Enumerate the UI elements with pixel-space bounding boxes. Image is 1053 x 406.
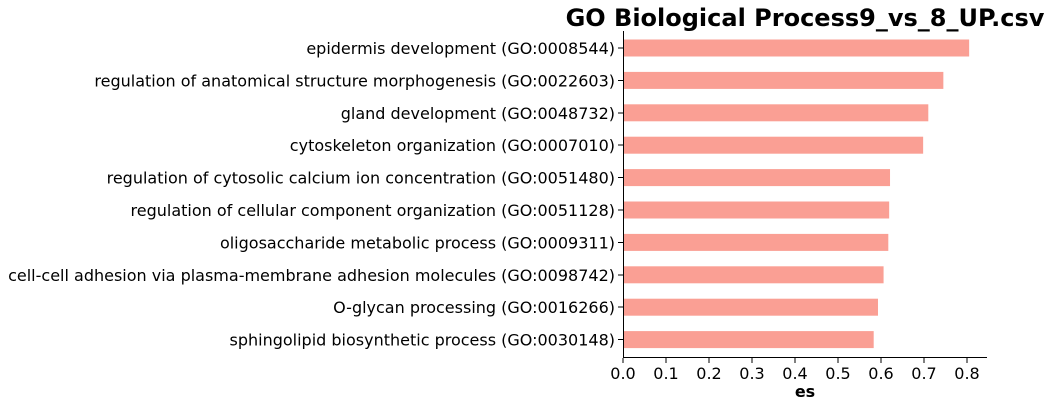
chart-title: GO Biological Process9_vs_8_UP.csv — [566, 4, 1045, 32]
bar-4 — [624, 169, 891, 187]
bar-3 — [624, 136, 924, 154]
category-label-6: oligosaccharide metabolic process (GO:00… — [220, 233, 615, 252]
category-label-0: epidermis development (GO:0008544) — [306, 39, 615, 58]
x-tick-label-8: 0.8 — [954, 364, 979, 383]
category-labels-group: epidermis development (GO:0008544) regula… — [8, 39, 623, 350]
category-label-7: cell-cell adhesion via plasma-membrane a… — [8, 266, 615, 285]
x-tick-label-3: 0.3 — [739, 364, 764, 383]
bar-7 — [624, 266, 884, 284]
bar-0 — [624, 39, 970, 57]
x-tick-label-0: 0.0 — [610, 364, 635, 383]
bar-6 — [624, 233, 889, 251]
category-label-2: gland development (GO:0048732) — [341, 104, 615, 123]
x-ticks-group: 0.0 0.1 0.2 0.3 0.4 0.5 0.6 0.7 0.8 — [610, 358, 980, 383]
category-label-9: sphingolipid biosynthetic process (GO:00… — [229, 331, 615, 350]
category-label-8: O-glycan processing (GO:0016266) — [333, 298, 615, 317]
x-tick-label-6: 0.6 — [868, 364, 893, 383]
bar-1 — [624, 71, 944, 89]
category-label-5: regulation of cellular component organiz… — [131, 201, 615, 220]
bar-5 — [624, 201, 890, 219]
bars-group — [624, 39, 970, 349]
category-label-3: cytoskeleton organization (GO:0007010) — [290, 136, 615, 155]
x-tick-label-7: 0.7 — [911, 364, 936, 383]
bar-8 — [624, 298, 878, 316]
bar-9 — [624, 331, 874, 349]
x-tick-label-2: 0.2 — [696, 364, 721, 383]
category-label-1: regulation of anatomical structure morph… — [94, 71, 615, 90]
x-tick-label-4: 0.4 — [782, 364, 807, 383]
x-tick-label-1: 0.1 — [653, 364, 678, 383]
x-axis-label: es — [795, 382, 815, 401]
bar-2 — [624, 104, 929, 122]
x-tick-label-5: 0.5 — [825, 364, 850, 383]
category-label-4: regulation of cytosolic calcium ion conc… — [107, 169, 615, 188]
